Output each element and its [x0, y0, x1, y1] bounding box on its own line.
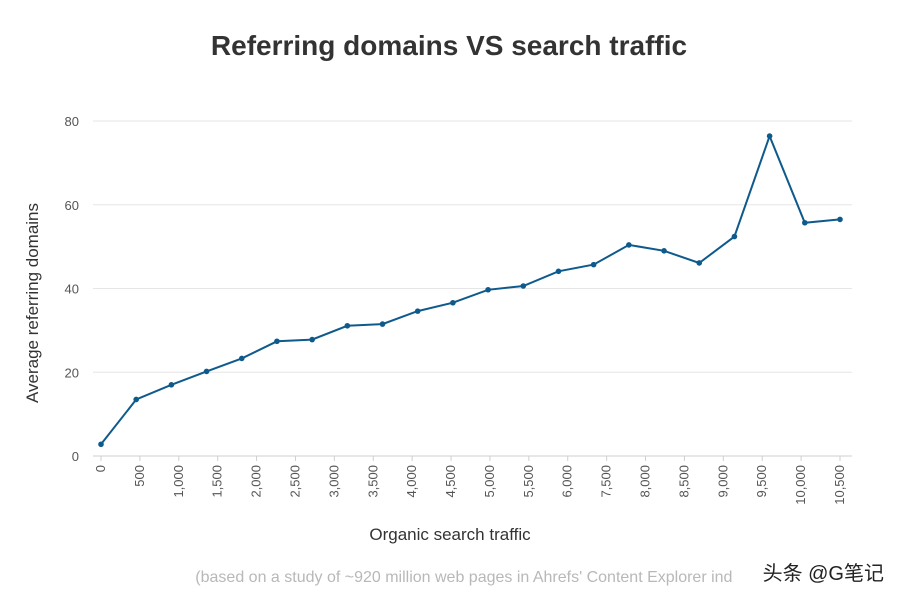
data-point [238, 355, 245, 362]
data-point [168, 382, 175, 388]
data-point [626, 242, 632, 248]
data-point [661, 248, 667, 254]
x-tick-label: 1,500 [210, 465, 225, 498]
y-axis-ticks: 0 20 40 60 80 [65, 114, 79, 464]
data-point [203, 368, 210, 375]
x-tick-label: 4,000 [404, 465, 419, 498]
data-point [766, 133, 773, 139]
x-tick-label: 500 [132, 465, 147, 487]
data-point [590, 261, 597, 268]
chart-title: Referring domains VS search traffic [211, 30, 687, 61]
data-point [379, 321, 386, 327]
data-point [309, 336, 315, 343]
x-tick-label: 3,500 [365, 465, 380, 498]
x-tick-label: 2,000 [249, 465, 264, 498]
series-line [100, 133, 841, 445]
x-axis-label: Organic search traffic [369, 525, 531, 544]
y-tick-label: 40 [65, 282, 79, 297]
data-point [98, 441, 104, 448]
data-point [485, 286, 491, 293]
x-tick-label: 5,000 [482, 465, 497, 498]
x-tick-label: 0 [93, 465, 108, 472]
x-tick-label: 8,000 [638, 465, 653, 498]
y-tick-label: 20 [65, 365, 79, 380]
x-tick-label: 5,500 [521, 465, 536, 498]
footnote: (based on a study of ~920 million web pa… [195, 569, 754, 586]
x-tick-label: 10,500 [832, 465, 847, 505]
x-axis-ticks: 0 500 1,000 1,500 2,000 2,500 3,000 3,500 4,000 4… [93, 456, 847, 505]
y-tick-label: 60 [65, 198, 79, 213]
data-point [520, 283, 527, 289]
y-axis-label: Average referring domains [23, 203, 42, 403]
x-tick-label: 4,500 [443, 465, 458, 498]
series-group [98, 133, 843, 448]
data-point [274, 338, 280, 345]
watermark: 头条 @G笔记 [763, 562, 884, 585]
x-tick-label: 2,500 [287, 465, 302, 498]
x-tick-label: 7,500 [599, 465, 614, 498]
x-tick-label: 6,000 [560, 465, 575, 498]
data-point [344, 322, 351, 329]
data-point [133, 396, 139, 403]
x-tick-label: 9,500 [754, 465, 769, 498]
x-tick-label: 8,500 [676, 465, 691, 498]
y-tick-label: 0 [72, 449, 79, 464]
data-point [731, 233, 738, 240]
grid [93, 120, 852, 457]
data-point [555, 268, 562, 275]
data-point [414, 308, 421, 314]
x-tick-label: 3,000 [326, 465, 341, 498]
data-point [696, 260, 703, 266]
data-point [802, 219, 808, 226]
data-point [837, 216, 843, 223]
data-point [450, 299, 456, 306]
y-tick-label: 80 [65, 114, 79, 129]
watermark-backdrop [732, 555, 890, 591]
x-tick-label: 10,000 [793, 465, 808, 505]
x-tick-label: 9,000 [715, 465, 730, 498]
x-tick-label: 1,000 [171, 465, 186, 498]
